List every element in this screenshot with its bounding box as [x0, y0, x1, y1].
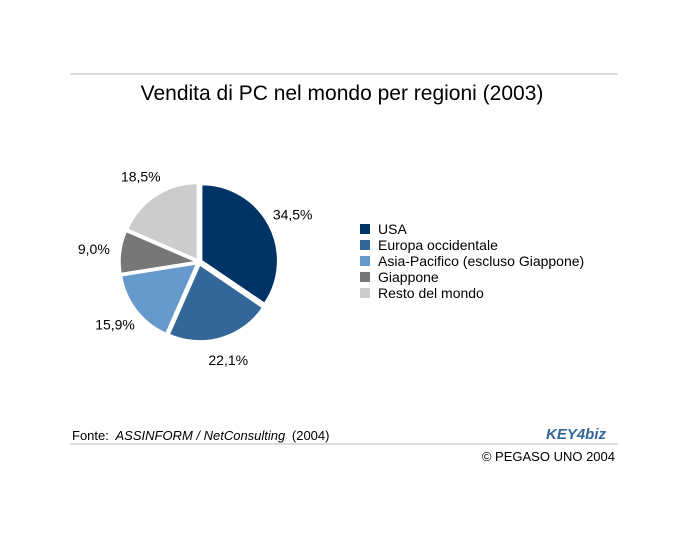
data-label: 22,1%	[208, 352, 248, 368]
data-label: 15,9%	[95, 316, 135, 332]
legend-swatch	[360, 272, 370, 282]
data-label: 9,0%	[78, 241, 110, 257]
legend-swatch	[360, 224, 370, 234]
legend-label: Giappone	[378, 269, 439, 285]
source: Fonte: ASSINFORM / NetConsulting (2004)	[72, 428, 329, 443]
legend-label: Asia-Pacifico (escluso Giappone)	[378, 253, 584, 269]
logo: KEY4biz	[546, 426, 607, 443]
source-year: (2004)	[292, 428, 330, 443]
legend-swatch	[360, 240, 370, 250]
data-label: 18,5%	[121, 169, 161, 185]
legend-label: Europa occidentale	[378, 237, 498, 253]
legend-label: Resto del mondo	[378, 285, 484, 301]
pie-slice	[119, 230, 199, 275]
legend-label: USA	[378, 221, 407, 237]
source-prefix: Fonte:	[72, 428, 109, 443]
pie-slice	[168, 263, 264, 342]
legend-swatch	[360, 256, 370, 266]
copyright: © PEGASO UNO 2004	[482, 449, 615, 464]
source-name: ASSINFORM / NetConsulting	[114, 428, 286, 443]
legend-swatch	[360, 288, 370, 298]
pie-slice	[126, 182, 199, 261]
pie-slice	[200, 183, 279, 305]
chart-title: Vendita di PC nel mondo per regioni (200…	[141, 82, 544, 105]
pie-slice	[120, 262, 198, 335]
data-label: 34,5%	[273, 206, 313, 222]
